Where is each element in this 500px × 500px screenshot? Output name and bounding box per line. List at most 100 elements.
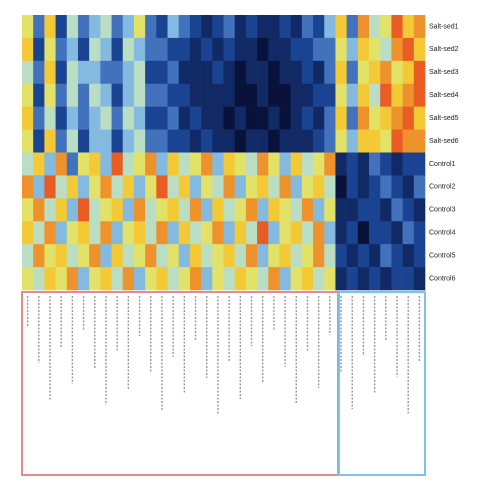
heatmap-cell (268, 15, 280, 39)
heatmap-cell (100, 244, 112, 268)
heatmap-cell (301, 15, 314, 39)
heatmap-cell (245, 129, 258, 153)
heatmap-cell (380, 83, 392, 107)
row-label: Salt-sed4 (429, 92, 459, 99)
heatmap-cell (290, 267, 303, 291)
heatmap-cell (89, 175, 101, 199)
heatmap-cell (111, 221, 124, 245)
heatmap-cell (357, 83, 370, 107)
group-box (21, 291, 339, 476)
heatmap-cell (111, 175, 124, 199)
heatmap-cell (133, 175, 146, 199)
heatmap-cell (391, 221, 403, 245)
heatmap-cell (178, 244, 191, 268)
heatmap-cell (234, 244, 247, 268)
heatmap-cell (324, 244, 336, 268)
heatmap-cell (33, 221, 45, 245)
heatmap-cell (212, 221, 224, 245)
heatmap-cell (189, 175, 202, 199)
heatmap-cell (55, 15, 68, 39)
heatmap-cell (357, 244, 370, 268)
heatmap-cell (346, 129, 359, 153)
heatmap-cell (100, 15, 112, 39)
heatmap-cell (22, 15, 34, 39)
heatmap-cell (145, 106, 157, 130)
heatmap-cell (178, 152, 191, 176)
heatmap-cell (223, 15, 235, 39)
heatmap-cell (234, 221, 247, 245)
heatmap-cell (167, 244, 180, 268)
heatmap-cell (189, 83, 202, 107)
heatmap-cell (33, 175, 45, 199)
heatmap-cell (290, 37, 303, 62)
heatmap-cell (189, 129, 202, 153)
heatmap-cell (44, 244, 56, 268)
heatmap-cell (324, 152, 336, 176)
heatmap-cell (413, 83, 426, 107)
heatmap-cell (77, 129, 90, 153)
heatmap-cell (257, 83, 269, 107)
heatmap-cell (257, 60, 269, 85)
heatmap-cell (44, 129, 56, 153)
heatmap-cell (77, 198, 90, 222)
heatmap-cell (66, 221, 79, 245)
heatmap-cell (145, 60, 157, 85)
heatmap-cell (279, 129, 291, 153)
heatmap-cell (77, 152, 90, 176)
heatmap-cell (245, 15, 258, 39)
heatmap-cell (201, 152, 213, 176)
heatmap-cell (279, 106, 291, 130)
heatmap-cell (380, 152, 392, 176)
heatmap-cell (234, 129, 247, 153)
heatmap-cell (245, 106, 258, 130)
heatmap-cell (100, 267, 112, 291)
heatmap-cell (279, 83, 291, 107)
heatmap-cell (89, 129, 101, 153)
heatmap-cell (290, 244, 303, 268)
heatmap-cell (156, 267, 168, 291)
heatmap-cell (178, 221, 191, 245)
heatmap-cell (111, 129, 124, 153)
heatmap-cell (290, 221, 303, 245)
heatmap-cell (22, 106, 34, 130)
row-label: Salt-sed6 (429, 138, 459, 145)
heatmap-cell (212, 198, 224, 222)
heatmap-cell (189, 198, 202, 222)
heatmap-cell (245, 175, 258, 199)
heatmap-cell (245, 83, 258, 107)
heatmap-cell (201, 60, 213, 85)
heatmap-cell (55, 106, 68, 130)
heatmap-cell (245, 198, 258, 222)
heatmap-cell (77, 244, 90, 268)
heatmap-cell (402, 267, 415, 291)
heatmap-cell (156, 106, 168, 130)
heatmap-cell (245, 60, 258, 85)
heatmap-cell (357, 60, 370, 85)
heatmap-cell (201, 244, 213, 268)
heatmap-cell (133, 152, 146, 176)
heatmap-cell (178, 15, 191, 39)
heatmap-cell (234, 152, 247, 176)
heatmap-cell (33, 244, 45, 268)
heatmap-cell (22, 267, 34, 291)
heatmap-cell (324, 83, 336, 107)
heatmap-cell (33, 60, 45, 85)
heatmap-cell (391, 60, 403, 85)
heatmap-cell (122, 221, 135, 245)
heatmap-cell (413, 221, 426, 245)
heatmap (22, 15, 426, 291)
heatmap-cell (66, 15, 79, 39)
heatmap-cell (380, 37, 392, 62)
heatmap-cell (178, 175, 191, 199)
heatmap-cell (133, 221, 146, 245)
heatmap-cell (111, 60, 124, 85)
heatmap-cell (369, 129, 381, 153)
heatmap-cell (391, 106, 403, 130)
heatmap-cell (223, 106, 235, 130)
heatmap-cell (245, 267, 258, 291)
heatmap-cell (335, 221, 347, 245)
heatmap-cell (66, 244, 79, 268)
heatmap-cell (313, 175, 325, 199)
heatmap-cell (380, 198, 392, 222)
heatmap-cell (357, 152, 370, 176)
